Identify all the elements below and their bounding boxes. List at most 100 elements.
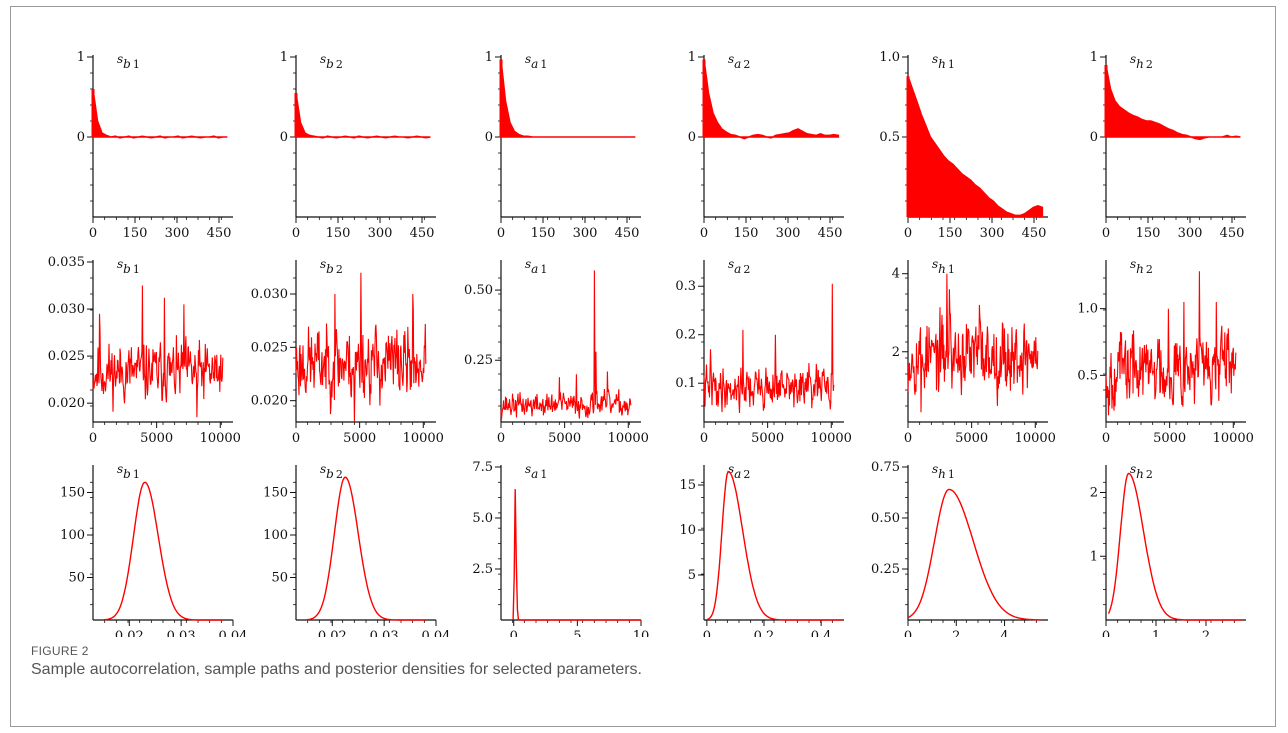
y-tick-label: 1 (485, 50, 493, 65)
x-tick-label: 10000 (200, 431, 241, 446)
y-tick-label: 0.3 (675, 279, 696, 294)
x-tick-label: 0 (497, 226, 505, 241)
chart-panel-posterior_density-5: 0.75 0.50 0.25 0 2 4 sh 1 (871, 460, 1048, 637)
y-tick-label: 100 (263, 528, 288, 543)
chart-panel-posterior_density-3: 7.5 5.0 2.5 0 5 10 sa 1 (472, 460, 649, 637)
x-tick-label: 5000 (751, 431, 784, 446)
y-tick-label: 0.50 (871, 511, 900, 526)
density-curve (103, 481, 223, 621)
x-tick-label: 10 (633, 629, 650, 637)
y-tick-label: 1 (688, 50, 696, 65)
x-tick-label: 300 (573, 226, 598, 241)
x-tick-label: 0.04 (219, 629, 248, 637)
x-tick-label: 150 (938, 226, 963, 241)
x-tick-label: 0 (292, 431, 300, 446)
x-tick-label: 450 (410, 226, 435, 241)
x-tick-label: 150 (326, 226, 351, 241)
sample-path-line (500, 270, 632, 420)
x-tick-label: 150 (1136, 226, 1161, 241)
density-curve (907, 488, 1041, 621)
x-tick-label: 10000 (608, 431, 649, 446)
y-tick-label: 0.5 (1077, 368, 1098, 383)
panel-title: sh 2 (1130, 462, 1153, 481)
x-tick-label: 0 (904, 629, 912, 637)
acf-area (1105, 64, 1241, 141)
x-tick-label: 0 (497, 431, 505, 446)
x-tick-label: 0.2 (754, 629, 775, 637)
chart-panel-sample_path-2: 0.030 0.025 0.020 0 5000 10000 sb 2 (251, 257, 444, 446)
panel-title: sb 1 (117, 52, 140, 71)
y-tick-label: 0.030 (48, 302, 85, 317)
y-tick-label: 2.5 (472, 562, 493, 577)
chart-panel-posterior_density-6: 2 1 0 1 2 sh 2 (1090, 462, 1246, 637)
chart-panel-sample_path-3: 0.50 0.25 0 5000 10000 sa 1 (464, 257, 649, 446)
y-tick-label: 50 (68, 571, 85, 586)
chart-panel-posterior_density-4: 15 10 5 0 0.2 0.4 sa 2 (679, 462, 844, 637)
figure-label: FIGURE 2 (31, 644, 89, 658)
sample-path-line (703, 283, 835, 414)
panel-title: sb 2 (320, 52, 343, 71)
y-tick-label: 1 (1090, 549, 1098, 564)
panel-title: sa 1 (525, 257, 547, 276)
x-tick-label: 0 (89, 431, 97, 446)
sample-path-line (1105, 271, 1237, 416)
x-tick-label: 0.03 (370, 629, 399, 637)
x-tick-label: 0.4 (811, 629, 832, 637)
x-tick-label: 300 (1178, 226, 1203, 241)
y-tick-label: 1 (1090, 50, 1098, 65)
chart-panel-sample_path-5: 4 2 0 5000 10000 sh 1 (892, 257, 1056, 446)
x-tick-label: 450 (1022, 226, 1047, 241)
y-tick-label: 150 (60, 486, 85, 501)
x-tick-label: 2 (1202, 629, 1210, 637)
x-tick-label: 0 (700, 226, 708, 241)
x-tick-label: 300 (368, 226, 393, 241)
y-tick-label: 0 (1090, 130, 1098, 145)
y-tick-label: 0.5 (879, 130, 900, 145)
y-tick-label: 0 (688, 130, 696, 145)
y-tick-label: 0.25 (871, 562, 900, 577)
x-tick-label: 2 (952, 629, 960, 637)
x-tick-label: 0 (510, 629, 518, 637)
y-tick-label: 4 (892, 267, 900, 282)
chart-panel-sample_path-1: 0.035 0.030 0.025 0.020 0 5000 10000 sb 1 (48, 255, 241, 446)
density-curve (706, 470, 842, 621)
y-tick-label: 0.1 (675, 376, 696, 391)
panel-title: sa 2 (728, 257, 750, 276)
panel-title: sa 2 (728, 52, 750, 71)
x-tick-label: 5000 (955, 431, 988, 446)
x-tick-label: 0.02 (115, 629, 144, 637)
x-tick-label: 450 (207, 226, 232, 241)
chart-panel-posterior_density-2: 150 100 50 0.02 0.03 0.04 sb 2 (263, 462, 450, 637)
x-tick-label: 150 (123, 226, 148, 241)
figure-frame: 1 0 0 150 300 450 sb 1 1 0 0 150 300 450 sb 2 1 0 0 150 300 4… (10, 6, 1276, 727)
y-tick-label: 0 (485, 130, 493, 145)
y-tick-label: 0.2 (675, 328, 696, 343)
sample-path-line (907, 273, 1039, 413)
acf-area (295, 92, 431, 139)
y-tick-label: 5 (688, 568, 696, 583)
y-tick-label: 50 (271, 571, 288, 586)
panel-title: sh 1 (932, 52, 955, 71)
y-tick-label: 0.020 (48, 396, 85, 411)
y-tick-label: 0 (280, 130, 288, 145)
x-tick-label: 150 (531, 226, 556, 241)
y-tick-label: 2 (892, 345, 900, 360)
y-tick-label: 0.25 (464, 353, 493, 368)
panel-title: sb 1 (117, 462, 140, 481)
x-tick-label: 1 (1152, 629, 1160, 637)
panel-title: sb 2 (320, 257, 343, 276)
y-tick-label: 0.025 (251, 340, 288, 355)
x-tick-label: 150 (734, 226, 759, 241)
y-tick-label: 150 (263, 486, 288, 501)
y-tick-label: 15 (679, 478, 696, 493)
x-tick-label: 10000 (811, 431, 852, 446)
panel-title: sa 1 (525, 52, 547, 71)
sample-path-line (92, 285, 224, 418)
x-tick-label: 5000 (343, 431, 376, 446)
density-curve (306, 476, 426, 621)
x-tick-label: 0.03 (167, 629, 196, 637)
y-tick-label: 7.5 (472, 460, 493, 475)
y-tick-label: 2 (1090, 486, 1098, 501)
chart-panel-autocorrelation-1: 1 0 0 150 300 450 sb 1 (77, 50, 233, 241)
